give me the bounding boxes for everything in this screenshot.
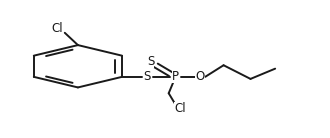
Text: O: O	[195, 70, 205, 83]
Text: Cl: Cl	[174, 102, 186, 115]
Text: Cl: Cl	[51, 22, 63, 34]
Text: P: P	[172, 70, 179, 83]
Text: S: S	[147, 55, 154, 68]
Text: S: S	[144, 70, 151, 83]
